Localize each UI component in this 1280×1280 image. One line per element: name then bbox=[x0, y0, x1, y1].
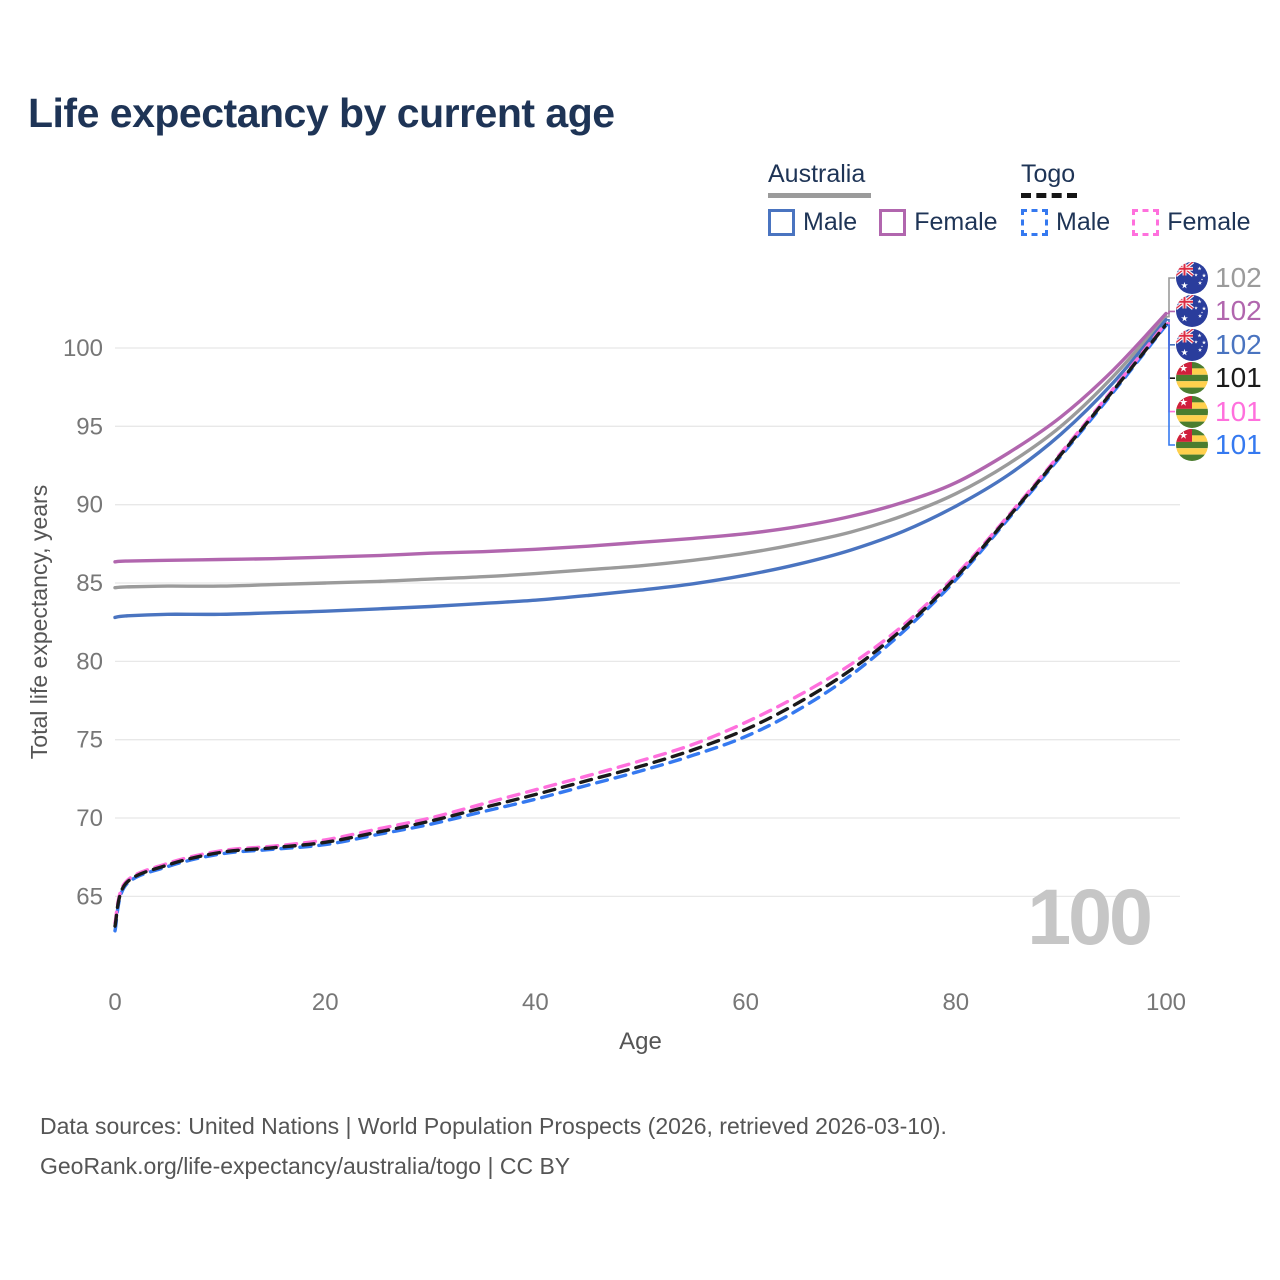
legend-swatch-togo-female[interactable] bbox=[1132, 209, 1160, 236]
end-value: 101 bbox=[1215, 395, 1262, 427]
end-label-australia-female: 102 bbox=[1176, 295, 1262, 328]
y-tick-label-65: 65 bbox=[76, 883, 103, 910]
legend-togo-items: Male Female bbox=[1021, 208, 1251, 237]
legend-label-togo-female[interactable]: Female bbox=[1167, 208, 1251, 236]
x-tick-label-80: 80 bbox=[942, 989, 969, 1016]
end-value: 101 bbox=[1215, 362, 1262, 394]
end-value: 101 bbox=[1215, 429, 1262, 460]
australia-flag-icon bbox=[1176, 262, 1208, 294]
x-tick-label-0: 0 bbox=[108, 989, 121, 1016]
togo-flag-icon bbox=[1176, 429, 1208, 461]
legend: Australia Male Female Togo Male Female bbox=[0, 160, 1280, 250]
end-label-togo-female: 101 bbox=[1176, 395, 1262, 428]
legend-australia-items: Male Female bbox=[768, 208, 998, 237]
legend-group-togo: Togo Male Female bbox=[1021, 160, 1251, 237]
legend-swatch-togo-male[interactable] bbox=[1021, 209, 1048, 236]
legend-australia-title[interactable]: Australia bbox=[768, 160, 866, 188]
y-tick-label-85: 85 bbox=[76, 570, 103, 597]
legend-label-australia-male[interactable]: Male bbox=[803, 208, 858, 236]
x-tick-label-40: 40 bbox=[522, 989, 549, 1016]
series-line-togo-female-female[interactable] bbox=[113, 321, 1168, 925]
x-tick-label-100: 100 bbox=[1146, 989, 1186, 1016]
series-line-australia-both[interactable] bbox=[113, 315, 1168, 590]
page-title: Life expectancy by current age bbox=[28, 90, 615, 136]
legend-australia-line-swatch bbox=[768, 193, 871, 198]
y-tick-label-70: 70 bbox=[76, 805, 103, 832]
y-tick-label-95: 95 bbox=[76, 413, 103, 440]
togo-flag-icon bbox=[1176, 396, 1208, 428]
end-value: 102 bbox=[1215, 295, 1262, 327]
footer-attribution: GeoRank.org/life-expectancy/australia/to… bbox=[40, 1153, 571, 1179]
end-value: 102 bbox=[1215, 328, 1262, 360]
legend-swatch-australia-male[interactable] bbox=[768, 209, 795, 236]
end-value: 102 bbox=[1215, 262, 1262, 293]
togo-flag-icon bbox=[1176, 362, 1208, 394]
y-axis-title: Total life expectancy, years bbox=[26, 485, 52, 759]
y-tick-label-90: 90 bbox=[76, 492, 103, 519]
legend-togo-line-swatch bbox=[1021, 193, 1077, 198]
footer: Data sources: United Nations | World Pop… bbox=[40, 1106, 947, 1186]
end-label-australia-male: 102 bbox=[1176, 328, 1262, 361]
legend-togo-header: Togo bbox=[1021, 160, 1251, 198]
end-label-connector-togo bbox=[1166, 323, 1175, 379]
current-age-watermark: 100 bbox=[1027, 872, 1150, 961]
series-line-australia-male-male[interactable] bbox=[113, 318, 1168, 620]
x-axis-title: Age bbox=[619, 1028, 662, 1055]
x-tick-label-60: 60 bbox=[732, 989, 759, 1016]
end-label-australia-both: 102 bbox=[1176, 262, 1262, 295]
series-line-togo-male-male[interactable] bbox=[113, 323, 1168, 933]
legend-togo-title[interactable]: Togo bbox=[1021, 160, 1076, 188]
footer-data-sources: Data sources: United Nations | World Pop… bbox=[40, 1113, 947, 1139]
line-chart: 65 70 75 80 85 90 95 100 0 20 40 60 80 100 Age Total li… bbox=[26, 277, 1186, 1055]
x-tick-label-20: 20 bbox=[312, 989, 339, 1016]
legend-group-australia: Australia Male Female bbox=[768, 160, 998, 237]
y-tick-label-75: 75 bbox=[76, 727, 103, 754]
end-label-connector-australia-female bbox=[1166, 310, 1175, 315]
series-line-australia-female-female[interactable] bbox=[113, 311, 1168, 564]
series-line-togo-both[interactable] bbox=[113, 322, 1168, 928]
end-label-connector-togo-male bbox=[1166, 324, 1175, 446]
end-label-togo-male: 101 bbox=[1176, 429, 1262, 462]
end-label-connector-togo-female bbox=[1166, 322, 1175, 413]
legend-swatch-australia-female[interactable] bbox=[879, 209, 907, 236]
legend-label-togo-male[interactable]: Male bbox=[1056, 208, 1111, 236]
legend-australia-header: Australia bbox=[768, 160, 998, 198]
australia-flag-icon bbox=[1176, 295, 1208, 327]
legend-label-australia-female[interactable]: Female bbox=[914, 208, 998, 236]
end-label-togo-both: 101 bbox=[1176, 362, 1262, 395]
end-label-connector-australia bbox=[1166, 277, 1175, 318]
australia-flag-icon bbox=[1176, 329, 1208, 361]
y-tick-label-100: 100 bbox=[63, 335, 103, 362]
y-tick-label-80: 80 bbox=[76, 648, 103, 675]
